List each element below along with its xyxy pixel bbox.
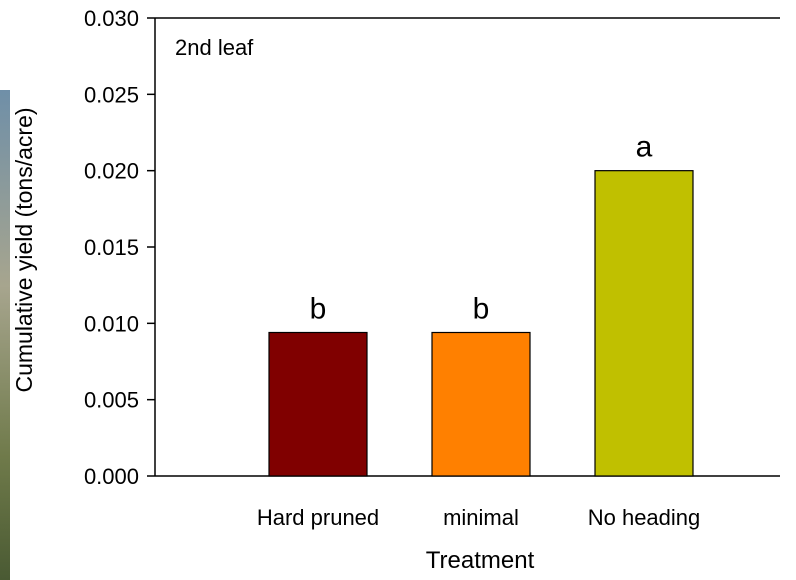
significance-letter: b bbox=[310, 292, 327, 325]
significance-letter: a bbox=[636, 131, 653, 164]
y-tick-label: 0.025 bbox=[84, 82, 139, 107]
y-tick-label: 0.015 bbox=[84, 235, 139, 260]
bar bbox=[594, 170, 694, 477]
y-tick-label: 0.005 bbox=[84, 388, 139, 413]
significance-letter: b bbox=[473, 292, 490, 325]
x-tick-label: minimal bbox=[443, 505, 519, 530]
y-axis-label: Cumulative yield (tons/acre) bbox=[11, 107, 37, 392]
bar bbox=[268, 331, 368, 477]
y-tick-label: 0.000 bbox=[84, 464, 139, 489]
y-tick-label: 0.010 bbox=[84, 311, 139, 336]
x-tick-label: Hard pruned bbox=[257, 505, 379, 530]
bar bbox=[431, 331, 531, 477]
x-axis-label: Treatment bbox=[426, 547, 535, 574]
x-tick-label: No heading bbox=[588, 505, 701, 530]
y-tick-label: 0.020 bbox=[84, 159, 139, 184]
photo-strip bbox=[0, 90, 10, 580]
panel-label: 2nd leaf bbox=[175, 35, 254, 60]
y-tick-label: 0.030 bbox=[84, 6, 139, 31]
